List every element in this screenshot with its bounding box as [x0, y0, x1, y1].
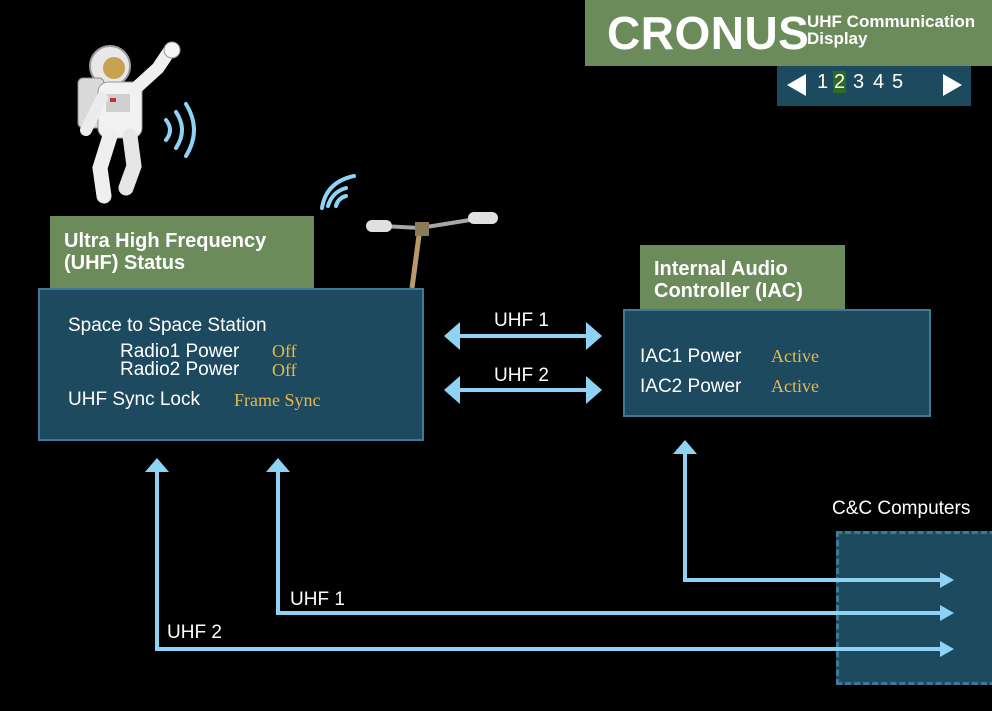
radio1-power-label: Radio1 Power — [120, 341, 240, 362]
page-2-link[interactable]: 2 — [833, 71, 847, 93]
iac-title: Internal Audio Controller (IAC) — [640, 245, 845, 311]
app-subtitle-line1: UHF Communication — [807, 12, 976, 31]
iac-title-line2: Controller (IAC) — [654, 280, 803, 302]
page-3-link[interactable]: 3 — [853, 71, 865, 93]
radio1-power-value: Off — [272, 341, 297, 361]
radio2-power-label: Radio2 Power — [120, 359, 240, 380]
iac1-power-value: Active — [771, 346, 819, 366]
cc-to-iac-line — [683, 452, 940, 582]
wireless-signal-icon — [164, 102, 196, 158]
cc-computers-box — [836, 531, 992, 685]
iac2-power-value: Active — [771, 376, 819, 396]
uhf2-link-label: UHF 2 — [494, 365, 549, 386]
uhf1-link-label: UHF 1 — [494, 310, 549, 331]
next-page-icon[interactable] — [943, 74, 962, 96]
iac-title-line1: Internal Audio — [654, 258, 788, 280]
uhf-status-panel: Space to Space Station Radio1 Power Off … — [38, 288, 424, 441]
page-1-link[interactable]: 1 — [817, 71, 829, 93]
page-4-link[interactable]: 4 — [873, 71, 885, 93]
cc-computers-label: C&C Computers — [832, 498, 971, 519]
iac-panel: IAC1 Power Active IAC2 Power Active — [623, 309, 931, 417]
radio2-power-value: Off — [272, 360, 297, 380]
page-navigator: 1 2 3 4 5 — [777, 66, 971, 106]
space-to-space-label: Space to Space Station — [68, 315, 267, 336]
app-header: CRONUS UHF Communication Display — [585, 0, 992, 66]
iac2-power-label: IAC2 Power — [640, 376, 742, 397]
uhf-status-title-line1: Ultra High Frequency — [64, 230, 267, 252]
uhf1-bottom-label: UHF 1 — [290, 589, 345, 610]
uhf-sync-lock-value: Frame Sync — [234, 390, 321, 410]
uhf-status-title: Ultra High Frequency (UHF) Status — [50, 216, 314, 292]
app-subtitle-line2: Display — [807, 29, 868, 48]
page-5-link[interactable]: 5 — [892, 71, 904, 93]
cc-to-uhf1-line — [276, 470, 940, 615]
prev-page-icon[interactable] — [787, 74, 806, 96]
antenna-signal-icon — [320, 174, 356, 210]
app-subtitle: UHF Communication Display — [807, 13, 975, 47]
cc-to-uhf2-line — [155, 470, 940, 651]
app-title: CRONUS — [607, 7, 810, 59]
uhf2-bottom-label: UHF 2 — [167, 622, 222, 643]
astronaut-illustration — [77, 41, 181, 204]
iac1-power-label: IAC1 Power — [640, 346, 742, 367]
uhf-antenna-illustration — [366, 212, 498, 289]
uhf-status-title-line2: (UHF) Status — [64, 252, 186, 274]
uhf-sync-lock-label: UHF Sync Lock — [68, 389, 200, 410]
